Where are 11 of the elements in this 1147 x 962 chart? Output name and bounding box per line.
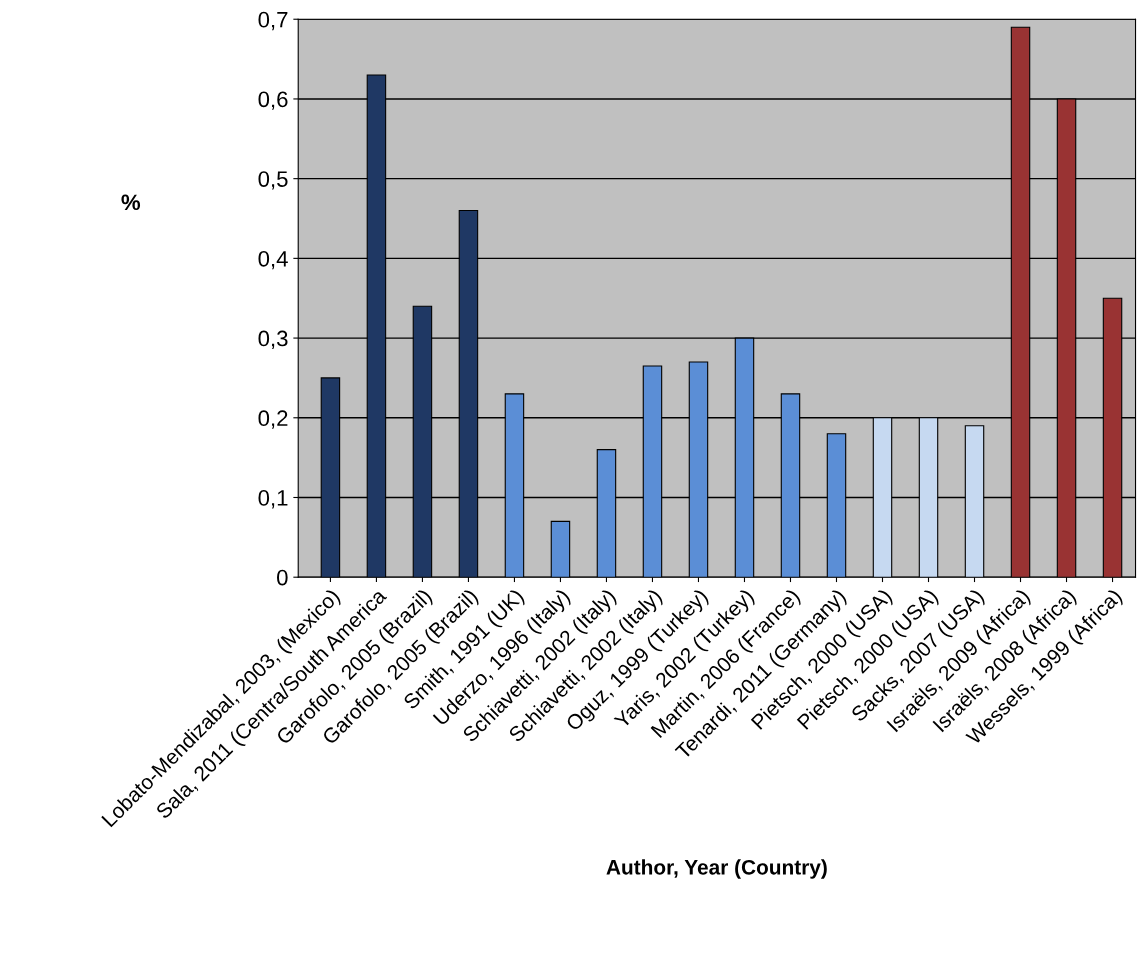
y-tick-label: 0,6 xyxy=(258,91,288,110)
bar xyxy=(550,520,571,578)
y-tick-label: 0,4 xyxy=(258,250,288,270)
y-tick-label: 0,5 xyxy=(258,171,288,190)
y-tick-label: 0,2 xyxy=(258,410,288,429)
x-axis-title: Author, Year (Country) xyxy=(606,859,827,879)
y-tick-label: 0,1 xyxy=(258,490,288,509)
y-tick-label: 0,7 xyxy=(258,11,288,31)
y-tick-label: 0 xyxy=(277,569,288,586)
y-tick-label: 0,3 xyxy=(258,330,288,349)
y-axis-title: % xyxy=(121,194,141,211)
